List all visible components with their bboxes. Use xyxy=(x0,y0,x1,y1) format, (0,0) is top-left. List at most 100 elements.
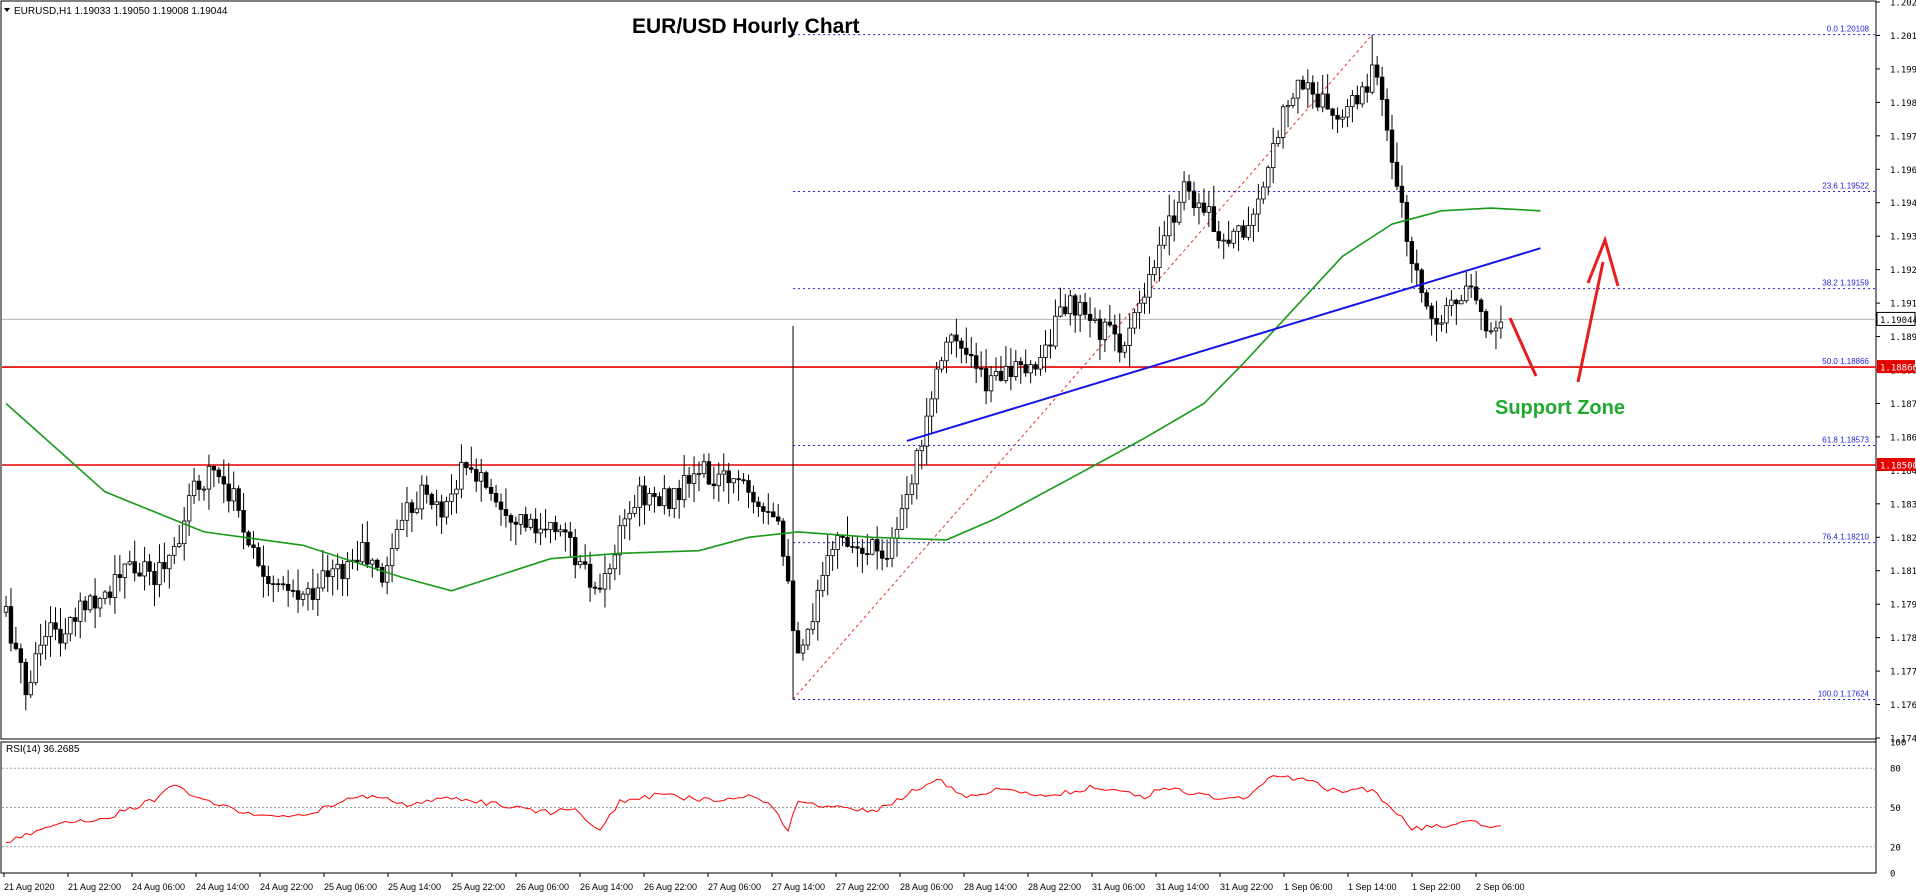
time-tick-label: 24 Aug 06:00 xyxy=(132,882,185,892)
candle-body xyxy=(795,630,801,654)
candle-body xyxy=(335,563,340,570)
time-tick-label: 26 Aug 14:00 xyxy=(580,882,633,892)
candle-body xyxy=(785,555,791,582)
candle-body xyxy=(523,514,528,528)
time-tick-label: 28 Aug 06:00 xyxy=(900,882,953,892)
candle-body xyxy=(469,467,474,470)
candle-body xyxy=(800,644,806,654)
candle-body xyxy=(983,368,989,392)
candle-body xyxy=(1251,213,1256,226)
fib-level-label: 0.0 1.20108 xyxy=(1827,25,1870,34)
candle-body xyxy=(711,483,717,487)
candle-body xyxy=(934,368,939,400)
candle-body xyxy=(177,543,182,547)
candle-body xyxy=(587,563,593,588)
candle-body xyxy=(1280,106,1286,138)
down-stroke-arrow xyxy=(1508,317,1538,377)
support-zone-label: Support Zone xyxy=(1495,397,1625,419)
price-tick-label: 1.19480 xyxy=(1890,199,1916,209)
time-tick-label: 31 Aug 06:00 xyxy=(1092,882,1145,892)
candle-body xyxy=(251,544,256,548)
candle-body xyxy=(1325,93,1330,110)
candle-body xyxy=(280,583,286,586)
candle-body xyxy=(38,644,43,655)
candle-body xyxy=(399,519,405,530)
candle-body xyxy=(1454,299,1459,305)
candle-body xyxy=(978,367,984,370)
candle-body xyxy=(1231,230,1236,244)
candle-body xyxy=(226,483,231,502)
rsi-tick-label: 50 xyxy=(1890,804,1901,814)
price-tick-label: 1.18355 xyxy=(1890,500,1916,510)
candle-body xyxy=(498,501,504,510)
price-tick-label: 1.20230 xyxy=(1890,0,1916,9)
candle-body xyxy=(1384,99,1390,131)
candle-body xyxy=(419,484,424,510)
price-tick-label: 1.19355 xyxy=(1890,233,1916,243)
level-price-tag-label: 1.18500 xyxy=(1880,462,1916,472)
rsi-tick-label: 80 xyxy=(1890,765,1901,775)
candle-body xyxy=(845,537,850,547)
candle-body xyxy=(889,537,895,559)
collapse-arrow-icon[interactable] xyxy=(4,8,10,12)
candle-body xyxy=(919,445,924,452)
candle-body xyxy=(1478,299,1484,312)
candle-body xyxy=(815,590,820,623)
candle-body xyxy=(271,583,276,585)
candle-body xyxy=(152,570,157,586)
candle-body xyxy=(8,606,14,644)
time-tick-label: 24 Aug 22:00 xyxy=(260,882,313,892)
candle-body xyxy=(157,562,162,586)
candle-body xyxy=(1132,312,1137,329)
candle-body xyxy=(409,502,415,513)
candle-body xyxy=(964,347,969,355)
current-price-tag xyxy=(1876,311,1916,326)
candle-body xyxy=(780,520,786,557)
candle-body xyxy=(1186,181,1192,192)
fib-level-label: 50.0 1.18866 xyxy=(1822,357,1869,366)
candle-body xyxy=(716,473,721,487)
candle-body xyxy=(949,334,954,343)
candle-body xyxy=(1068,295,1073,315)
candle-body xyxy=(459,462,464,490)
candle-body xyxy=(1295,79,1301,99)
candle-body xyxy=(736,478,741,481)
candle-body xyxy=(617,525,622,556)
candle-body xyxy=(1360,86,1365,105)
overlays-layer xyxy=(5,207,1620,592)
time-tick-label: 27 Aug 22:00 xyxy=(836,882,889,892)
candle-body xyxy=(112,574,118,599)
candle-body xyxy=(325,570,330,577)
candle-body xyxy=(1008,365,1014,377)
candle-body xyxy=(1320,93,1325,108)
time-tick-label: 25 Aug 06:00 xyxy=(324,882,377,892)
candle-body xyxy=(1469,285,1474,288)
candle-body xyxy=(503,509,509,516)
time-tick-label: 1 Sep 14:00 xyxy=(1348,882,1397,892)
candle-body xyxy=(518,514,523,525)
candle-body xyxy=(1335,114,1340,120)
candle-body xyxy=(1365,86,1370,93)
candle-body xyxy=(1181,181,1187,203)
candle-body xyxy=(404,502,410,521)
candle-body xyxy=(974,355,979,369)
price-tick-label: 1.19605 xyxy=(1890,166,1916,176)
candle-body xyxy=(216,469,222,478)
candle-body xyxy=(894,528,900,539)
candle-body xyxy=(394,529,400,549)
candle-body xyxy=(1157,244,1162,269)
candle-body xyxy=(543,528,548,531)
candle-body xyxy=(756,501,761,508)
candle-body xyxy=(998,370,1004,381)
candle-body xyxy=(1355,94,1360,105)
candle-body xyxy=(672,487,677,509)
candle-body xyxy=(761,506,766,512)
candle-body xyxy=(1261,186,1266,200)
fib-level-label: 23.6 1.19522 xyxy=(1822,181,1869,190)
candle-body xyxy=(1112,324,1117,335)
candle-body xyxy=(681,475,687,501)
time-tick-label: 25 Aug 14:00 xyxy=(388,882,441,892)
candle-body xyxy=(568,531,573,538)
time-tick-label: 21 Aug 2020 xyxy=(4,882,55,892)
candle-body xyxy=(662,488,667,507)
